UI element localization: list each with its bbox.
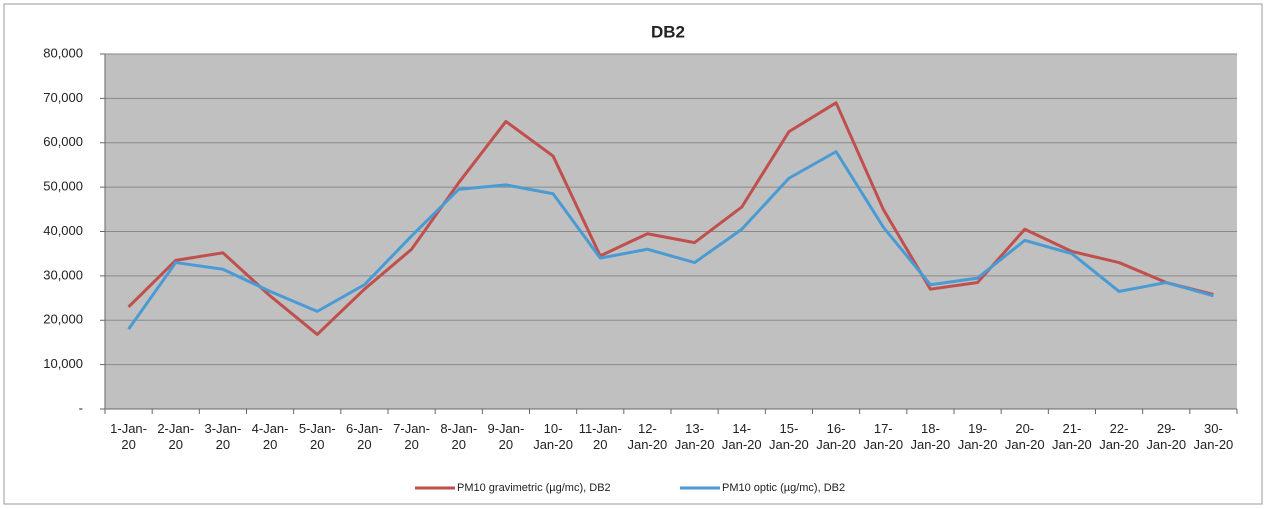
x-tick-label: 15-Jan-20 (769, 421, 809, 452)
x-tick-label: 14-Jan-20 (721, 421, 762, 452)
y-tick-label: 40,000 (43, 223, 83, 238)
x-tick-label: 19-Jan-20 (957, 421, 998, 452)
x-tick-label: 4-Jan-20 (251, 421, 289, 452)
x-tick-label: 10-Jan-20 (533, 421, 573, 452)
y-tick-label: 60,000 (43, 134, 83, 149)
y-tick-label: 80,000 (43, 45, 83, 60)
x-tick-label: 2-Jan-20 (157, 421, 195, 452)
x-tick-label: 22-Jan-20 (1099, 421, 1139, 452)
x-tick-label: 3-Jan-20 (204, 421, 242, 452)
x-tick-label: 5-Jan-20 (298, 421, 336, 452)
x-tick-label: 17-Jan-20 (863, 421, 904, 452)
x-tick-label: 29-Jan-20 (1146, 421, 1187, 452)
x-tick-label: 7-Jan-20 (393, 421, 430, 452)
y-tick-label: 30,000 (43, 267, 83, 282)
legend-label: PM10 optic (µg/mc), DB2 (722, 482, 845, 494)
y-tick-label: 70,000 (43, 90, 83, 105)
x-tick-label: 8-Jan-20 (440, 421, 478, 452)
x-tick-label: 1-Jan-20 (110, 421, 147, 452)
x-tick-label: 20-Jan-20 (1004, 421, 1045, 452)
y-tick-label: - (79, 400, 83, 415)
series-line (127, 101, 1214, 336)
y-tick-label: 20,000 (43, 312, 83, 327)
y-tick-label: 10,000 (43, 356, 83, 371)
x-tick-label: 9-Jan-20 (487, 421, 525, 452)
x-tick-label: 30-Jan-20 (1193, 421, 1234, 452)
x-tick-label: 16-Jan-20 (816, 421, 856, 452)
x-tick-label: 21-Jan-20 (1052, 421, 1092, 452)
y-tick-label: 50,000 (43, 179, 83, 194)
legend-label: PM10 gravimetric (µg/mc), DB2 (457, 482, 611, 494)
x-tick-label: 11-Jan-20 (578, 421, 622, 452)
x-tick-label: 12-Jan-20 (627, 421, 668, 452)
x-tick-label: 13-Jan-20 (674, 421, 715, 452)
x-tick-label: 6-Jan-20 (345, 421, 383, 452)
chart-title: DB2 (651, 22, 685, 41)
x-tick-label: 18-Jan-20 (910, 421, 951, 452)
series-line (127, 150, 1214, 330)
